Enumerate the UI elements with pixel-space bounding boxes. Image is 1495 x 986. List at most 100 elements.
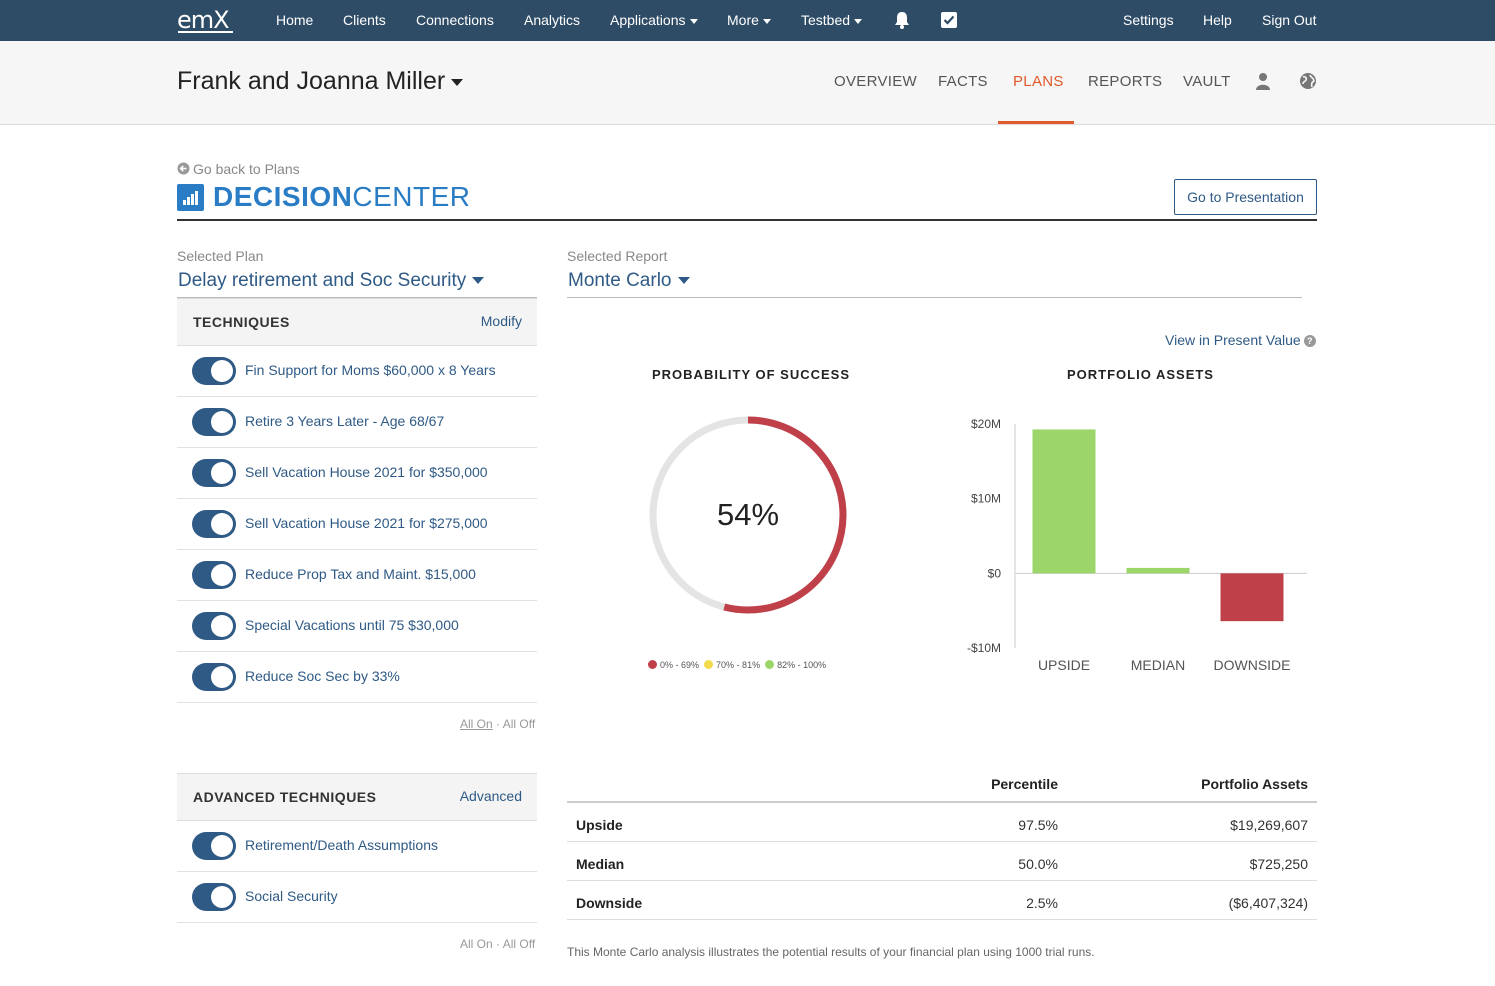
advanced-techniques-header: ADVANCED TECHNIQUES Advanced — [177, 773, 537, 821]
client-header: Frank and Joanna Miller OVERVIEW FACTS P… — [0, 41, 1495, 125]
nav-settings[interactable]: Settings — [1123, 12, 1174, 28]
selected-plan-dropdown[interactable]: Delay retirement and Soc Security — [178, 270, 485, 292]
technique-label[interactable]: Reduce Prop Tax and Maint. $15,000 — [245, 566, 476, 582]
help-icon[interactable]: ? — [1303, 335, 1316, 347]
view-present-value-link[interactable]: View in Present Value? — [1165, 332, 1316, 348]
technique-label[interactable]: Special Vacations until 75 $30,000 — [245, 617, 459, 633]
technique-toggle[interactable] — [192, 408, 236, 436]
row-name: Upside — [576, 817, 623, 833]
user-icon[interactable] — [1255, 72, 1271, 90]
y-tick-label: $20M — [971, 417, 1001, 431]
globe-icon[interactable] — [1299, 72, 1317, 90]
technique-toggle[interactable] — [192, 510, 236, 538]
selected-report-dropdown[interactable]: Monte Carlo — [568, 270, 690, 292]
nav-connections[interactable]: Connections — [416, 12, 494, 28]
tab-plans[interactable]: PLANS — [1013, 73, 1064, 90]
y-tick-label: -$10M — [967, 641, 1001, 655]
monte-carlo-footnote: This Monte Carlo analysis illustrates th… — [567, 945, 1095, 959]
bar-upside — [1032, 429, 1096, 574]
table-row: Upside 97.5% $19,269,607 — [567, 803, 1317, 842]
row-percentile: 97.5% — [1018, 817, 1058, 833]
technique-label[interactable]: Retire 3 Years Later - Age 68/67 — [245, 413, 445, 429]
portfolio-assets-bar-chart: $20M $10M $0 -$10M UPSIDE MEDIAN DOWNSIDE — [967, 417, 1307, 673]
x-category-label: DOWNSIDE — [1214, 657, 1291, 673]
go-to-presentation-button[interactable]: Go to Presentation — [1174, 179, 1317, 215]
nav-analytics[interactable]: Analytics — [524, 12, 581, 28]
chevron-down-icon — [451, 78, 464, 86]
client-name-dropdown[interactable]: Frank and Joanna Miller — [177, 67, 464, 96]
legend-item: 0% - 69% — [648, 660, 699, 670]
table-header-rule — [567, 801, 1317, 803]
chevron-down-icon — [472, 277, 485, 285]
technique-toggle[interactable] — [192, 561, 236, 589]
tab-facts[interactable]: FACTS — [938, 73, 988, 90]
row-name: Median — [576, 856, 625, 872]
technique-label[interactable]: Sell Vacation House 2021 for $275,000 — [245, 515, 488, 531]
selected-report-label: Selected Report — [567, 248, 668, 264]
advanced-techniques-title: ADVANCED TECHNIQUES — [193, 789, 377, 805]
all-off-link[interactable]: All Off — [502, 717, 536, 731]
technique-toggle[interactable] — [192, 357, 236, 385]
chevron-down-icon — [854, 18, 863, 24]
tab-overview[interactable]: OVERVIEW — [834, 73, 917, 90]
x-category-label: UPSIDE — [1038, 657, 1090, 673]
technique-label[interactable]: Sell Vacation House 2021 for $350,000 — [245, 464, 488, 480]
technique-row: Social Security — [177, 872, 537, 923]
decision-center-title: DECISIONCENTER — [177, 180, 470, 214]
probability-title: PROBABILITY OF SUCCESS — [652, 367, 851, 382]
technique-row: Reduce Prop Tax and Maint. $15,000 — [177, 550, 537, 601]
advanced-all-on-off: All On · All Off — [460, 937, 536, 951]
toggle-knob — [211, 462, 233, 484]
chevron-down-icon — [677, 277, 690, 285]
technique-toggle[interactable] — [192, 612, 236, 640]
toggle-knob — [211, 513, 233, 535]
row-percentile: 50.0% — [1018, 856, 1058, 872]
bell-icon[interactable] — [892, 10, 912, 30]
portfolio-assets-header: Portfolio Assets — [1201, 776, 1308, 792]
nav-home[interactable]: Home — [276, 12, 314, 28]
x-category-label: MEDIAN — [1131, 657, 1185, 673]
probability-legend: 0% - 69% 70% - 81% 82% - 100% — [648, 660, 826, 670]
nav-sign-out[interactable]: Sign Out — [1262, 12, 1317, 28]
tab-vault[interactable]: VAULT — [1183, 73, 1231, 90]
toggle-knob — [211, 835, 233, 857]
technique-row: Reduce Soc Sec by 33% — [177, 652, 537, 703]
technique-row: Sell Vacation House 2021 for $275,000 — [177, 499, 537, 550]
technique-label[interactable]: Fin Support for Moms $60,000 x 8 Years — [245, 362, 496, 378]
back-to-plans-link[interactable]: Go back to Plans — [177, 161, 300, 177]
techniques-title: TECHNIQUES — [193, 314, 290, 330]
nav-help[interactable]: Help — [1203, 12, 1232, 28]
selected-plan-underline — [177, 297, 537, 298]
toggle-knob — [211, 886, 233, 908]
technique-toggle[interactable] — [192, 883, 236, 911]
technique-toggle[interactable] — [192, 832, 236, 860]
all-on-link[interactable]: All On — [460, 937, 493, 951]
table-row: Median 50.0% $725,250 — [567, 842, 1317, 881]
toggle-knob — [211, 615, 233, 637]
technique-toggle[interactable] — [192, 459, 236, 487]
bar-chart-icon — [177, 183, 204, 211]
technique-label[interactable]: Social Security — [245, 888, 338, 904]
emx-logo[interactable]: emX — [177, 6, 230, 34]
tab-reports[interactable]: REPORTS — [1088, 73, 1163, 90]
all-on-link[interactable]: All On — [460, 717, 493, 731]
modify-link[interactable]: Modify — [480, 313, 522, 329]
y-tick-label: $10M — [971, 492, 1001, 506]
toggle-knob — [211, 360, 233, 382]
technique-label[interactable]: Reduce Soc Sec by 33% — [245, 668, 400, 684]
technique-row: Special Vacations until 75 $30,000 — [177, 601, 537, 652]
nav-clients[interactable]: Clients — [343, 12, 386, 28]
nav-applications[interactable]: Applications — [610, 12, 698, 28]
technique-label[interactable]: Retirement/Death Assumptions — [245, 837, 438, 853]
technique-toggle[interactable] — [192, 663, 236, 691]
advanced-link[interactable]: Advanced — [459, 788, 522, 804]
task-check-icon[interactable] — [940, 11, 958, 29]
toggle-knob — [211, 411, 233, 433]
toggle-knob — [211, 666, 233, 688]
all-off-link[interactable]: All Off — [502, 937, 536, 951]
probability-value: 54% — [717, 497, 779, 532]
nav-more[interactable]: More — [727, 12, 771, 28]
logo-underline — [178, 31, 233, 33]
nav-testbed[interactable]: Testbed — [801, 12, 863, 28]
donut-value-arc — [649, 416, 847, 614]
